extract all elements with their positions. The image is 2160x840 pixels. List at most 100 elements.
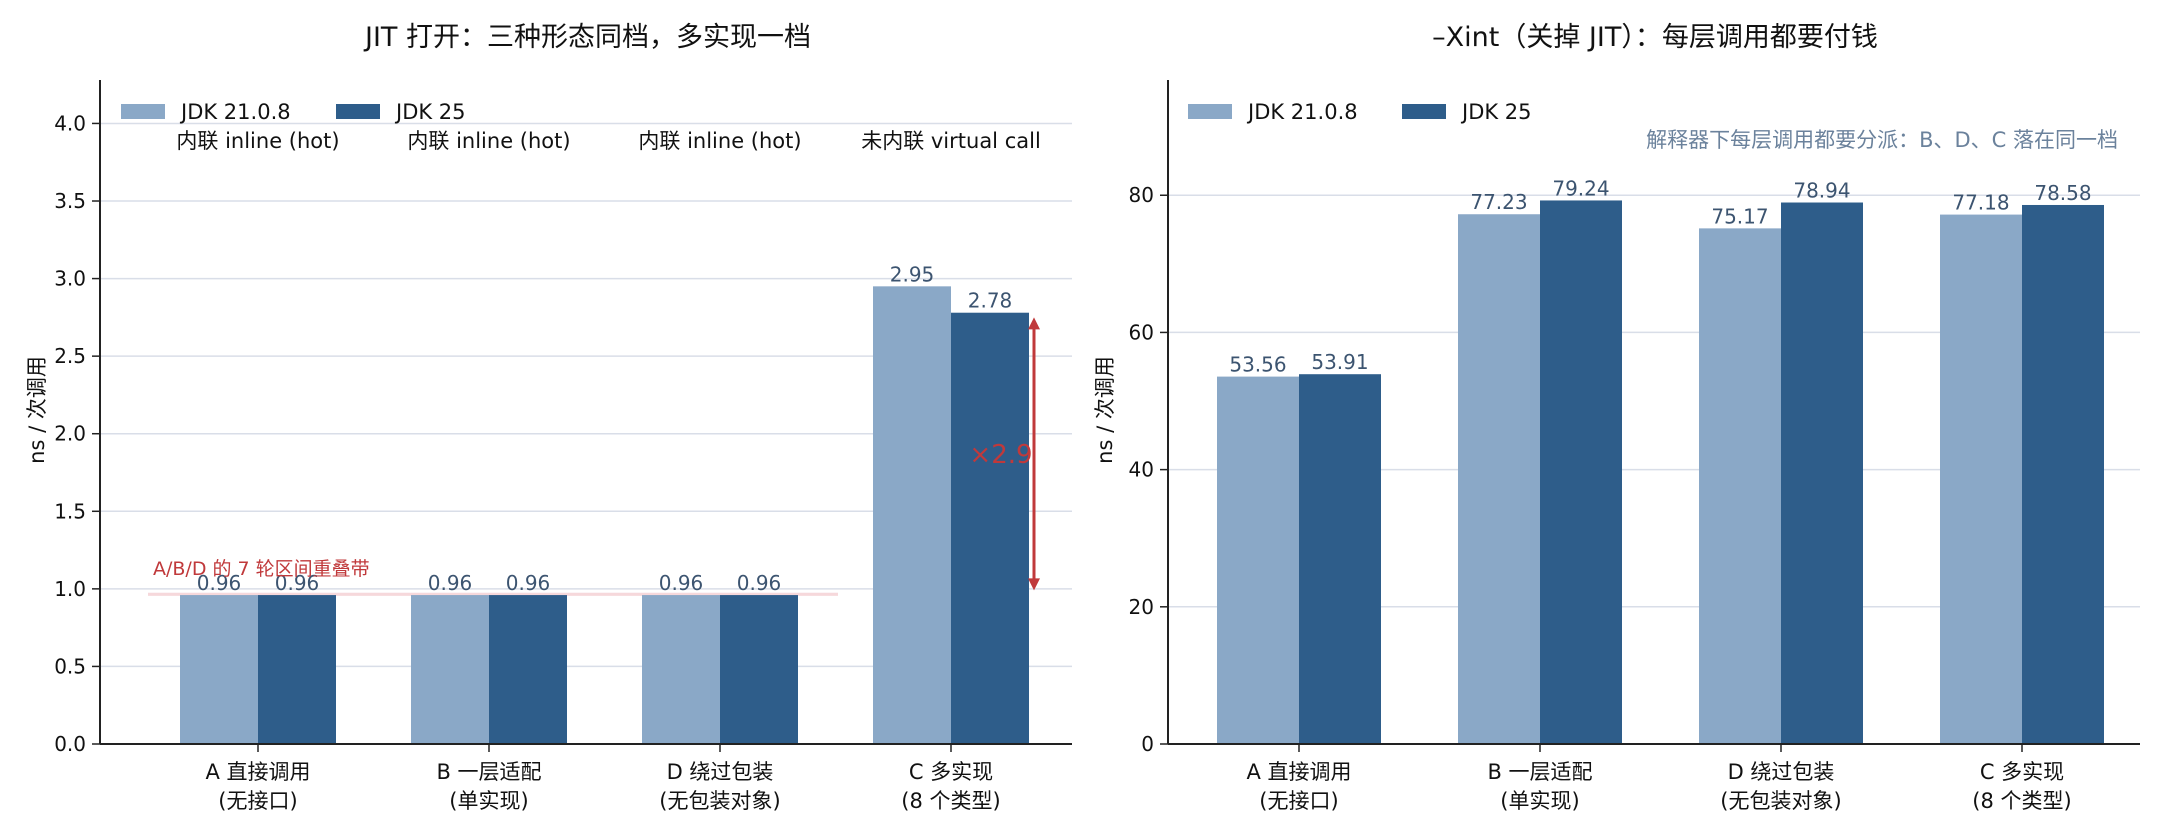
jit-y-tick-label: 3.5 [54,189,86,213]
jit-chart-title: JIT 打开：三种形态同档，多实现一档 [363,22,811,53]
xint-x-tick-label: (8 个类型) [1972,789,2071,813]
jit-gridlines [100,122,1072,668]
xint-chart-title: –Xint（关掉 JIT）：每层调用都要付钱 [1432,22,1878,53]
xint-bar-jdk21 [1699,228,1781,744]
xint-chart-panel: –Xint（关掉 JIT）：每层调用都要付钱 ns / 次调用 53.56 77.… [1093,22,2140,813]
xint-y-tick-label: 0 [1141,732,1154,756]
xint-x-tick-label: C 多实现 [1980,760,2064,784]
jit-value-label: 0.96 [197,571,242,595]
legend-label-jdk21: JDK 21.0.8 [179,100,291,124]
jit-chart-panel: JIT 打开：三种形态同档，多实现一档 ns / 次调用 0.96 0.96 0.9… [25,22,1072,813]
jit-bar-jdk25 [489,595,567,744]
xint-value-label: 75.17 [1711,204,1768,228]
legend-swatch-jdk25 [336,104,380,119]
xint-y-ticks: 0 20 40 60 80 [1129,183,1168,756]
xint-bar-jdk25 [2022,204,2104,744]
xint-bar-jdk25 [1540,200,1622,745]
jit-x-tick-label: (单实现) [449,789,528,813]
xint-value-label: 78.94 [1793,179,1850,203]
jit-y-tick-label: 2.0 [54,422,86,446]
jit-top-label: 内联 inline (hot) [176,129,339,153]
jit-value-labels: 0.96 0.96 0.96 2.95 0.96 0.96 0.96 2.78 [197,262,1013,595]
xint-note: 解释器下每层调用都要分派：B、D、C 落在同一档 [1646,128,2118,152]
legend-label-jdk21: JDK 21.0.8 [1246,100,1358,124]
xint-x-tick-label: B 一层适配 [1487,760,1592,784]
xint-y-tick-label: 60 [1129,320,1154,344]
jit-value-label: 0.96 [506,571,551,595]
jit-top-label: 内联 inline (hot) [407,129,570,153]
jit-value-label: 0.96 [737,571,782,595]
jit-y-tick-label: 0.5 [54,654,86,678]
xint-y-tick-label: 40 [1129,458,1154,482]
xint-x-tick-label: (无接口) [1259,789,1338,813]
xint-bar-jdk25 [1781,202,1863,744]
xint-value-label: 79.24 [1552,176,1609,200]
jit-overlap-band-layer [148,592,838,596]
jit-value-label: 2.78 [968,289,1013,313]
xint-y-axis-label: ns / 次调用 [1093,356,1117,464]
xint-bar-jdk21 [1217,376,1299,744]
xint-y-tick-label: 80 [1129,183,1154,207]
xint-bar-jdk21 [1940,214,2022,744]
jit-value-label: 0.96 [275,571,320,595]
xint-value-label: 53.56 [1229,353,1286,377]
jit-x-tick-label: A 直接调用 [205,760,310,784]
xint-annotations: 解释器下每层调用都要分派：B、D、C 落在同一档 [1646,128,2118,152]
jit-value-label: 2.95 [890,262,935,286]
jit-annotations: A/B/D 的 7 轮区间重叠带 内联 inline (hot) 内联 inli… [153,129,1041,591]
jit-x-tick-label: (无接口) [218,789,297,813]
xint-axes [1167,80,2140,745]
xint-x-ticks: A 直接调用 (无接口) B 一层适配 (单实现) D 绕过包装 (无包装对象) C 多实现… [1246,744,2072,813]
jit-bars [180,286,1029,744]
ratio-arrow-head-bottom [1028,578,1040,591]
xint-x-tick-label: A 直接调用 [1246,760,1351,784]
jit-x-tick-label: B 一层适配 [436,760,541,784]
jit-y-axis-label: ns / 次调用 [25,356,49,464]
jit-value-label: 0.96 [428,571,473,595]
xint-value-label: 78.58 [2034,181,2091,205]
jit-y-tick-label: 2.5 [54,344,86,368]
legend-label-jdk25: JDK 25 [394,100,466,124]
xint-bars [1217,200,2104,745]
legend-swatch-jdk21 [1188,104,1232,119]
jit-y-tick-label: 1.5 [54,499,86,523]
jit-bar-jdk21 [180,595,258,744]
jit-bar-jdk21 [642,595,720,744]
overlap-band [148,592,838,596]
jit-legend: JDK 21.0.8 JDK 25 [121,100,466,124]
ratio-arrow-head-top [1028,317,1040,330]
legend-swatch-jdk25 [1402,104,1446,119]
xint-bar-jdk25 [1299,374,1381,744]
jit-y-ticks: 0.0 0.5 1.0 1.5 2.0 2.5 3.0 3.5 4.0 [54,111,100,756]
xint-legend: JDK 21.0.8 JDK 25 [1188,100,1532,124]
jit-band-label: A/B/D 的 7 轮区间重叠带 [153,558,370,580]
ratio-arrow-label: ×2.9 [969,440,1032,470]
jit-bar-jdk21 [411,595,489,744]
legend-swatch-jdk21 [121,104,165,119]
jit-y-tick-label: 3.0 [54,267,86,291]
xint-value-label: 77.18 [1952,191,2009,215]
jit-top-label: 未内联 virtual call [861,129,1041,153]
jit-top-label: 内联 inline (hot) [638,129,801,153]
xint-x-tick-label: (单实现) [1500,789,1579,813]
xint-x-tick-label: (无包装对象) [1720,789,1841,813]
legend-label-jdk25: JDK 25 [1460,100,1532,124]
jit-top-labels: 内联 inline (hot) 内联 inline (hot) 内联 inlin… [176,129,1040,153]
jit-bar-jdk25 [720,595,798,744]
jit-y-tick-label: 4.0 [54,111,86,135]
jit-bar-jdk21 [873,286,951,744]
jit-x-tick-label: (无包装对象) [659,789,780,813]
jit-x-tick-label: D 绕过包装 [667,760,774,784]
jit-x-tick-label: (8 个类型) [901,789,1000,813]
jit-axes [99,80,1072,745]
xint-bar-jdk21 [1458,214,1540,745]
jit-y-tick-label: 1.0 [54,577,86,601]
jit-y-tick-label: 0.0 [54,732,86,756]
xint-value-labels: 53.56 77.23 75.17 77.18 53.91 79.24 78.94 78.58 [1229,176,2091,376]
jit-bar-jdk25 [951,312,1029,744]
jit-x-tick-label: C 多实现 [909,760,993,784]
xint-value-label: 77.23 [1470,190,1527,214]
jit-value-label: 0.96 [659,571,704,595]
jit-x-ticks: A 直接调用 (无接口) B 一层适配 (单实现) D 绕过包装 (无包装对象) C 多实现… [205,744,1001,813]
